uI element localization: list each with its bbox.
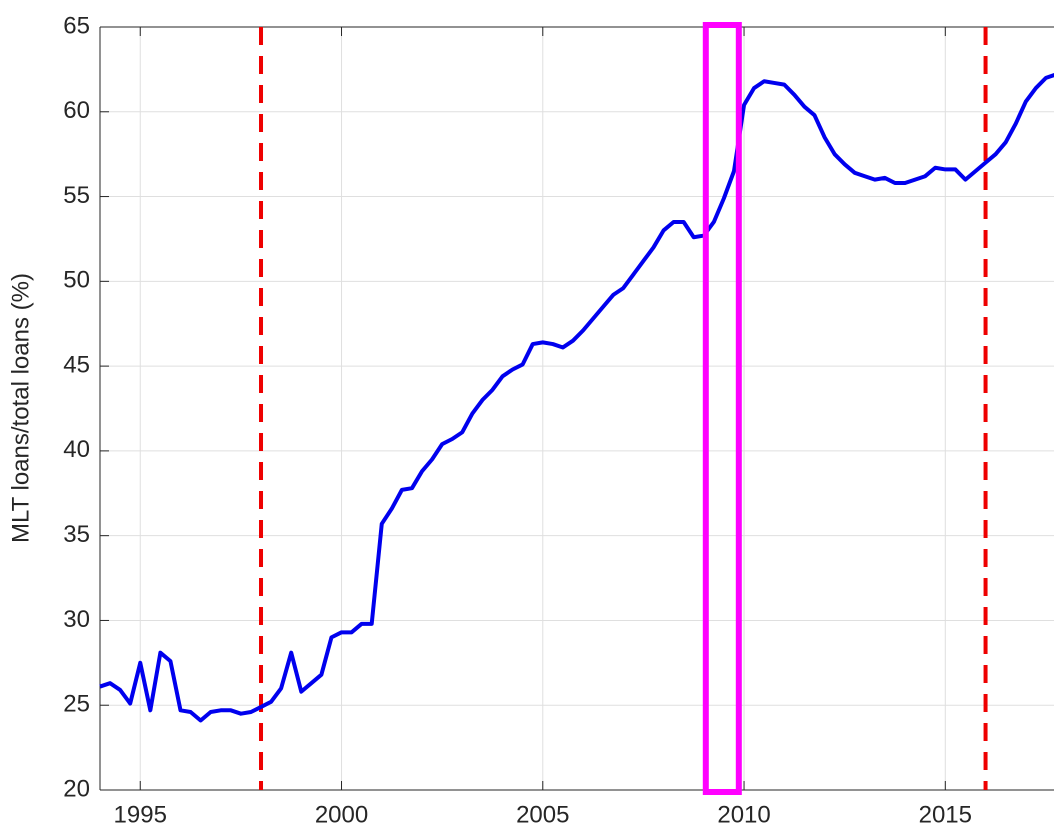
highlight-box bbox=[702, 22, 742, 795]
y-tick-label: 65 bbox=[63, 12, 90, 39]
y-tick-label: 50 bbox=[63, 267, 90, 294]
x-tick-label: 1995 bbox=[114, 801, 167, 828]
x-tick-label: 2015 bbox=[919, 801, 972, 828]
y-tick-label: 40 bbox=[63, 436, 90, 463]
data-line bbox=[99, 73, 1054, 723]
x-tick-label: 2000 bbox=[315, 801, 368, 828]
y-tick-label: 35 bbox=[63, 521, 90, 548]
x-tick-label: 2005 bbox=[516, 801, 569, 828]
y-axis-label: MLT loans/total loans (%) bbox=[7, 273, 34, 543]
x-tick-label: 2010 bbox=[717, 801, 770, 828]
y-tick-label: 60 bbox=[63, 97, 90, 124]
y-tick-label: 20 bbox=[63, 775, 90, 802]
y-tick-label: 25 bbox=[63, 691, 90, 718]
y-tick-label: 45 bbox=[63, 351, 90, 378]
y-tick-label: 55 bbox=[63, 182, 90, 209]
y-tick-label: 30 bbox=[63, 606, 90, 633]
